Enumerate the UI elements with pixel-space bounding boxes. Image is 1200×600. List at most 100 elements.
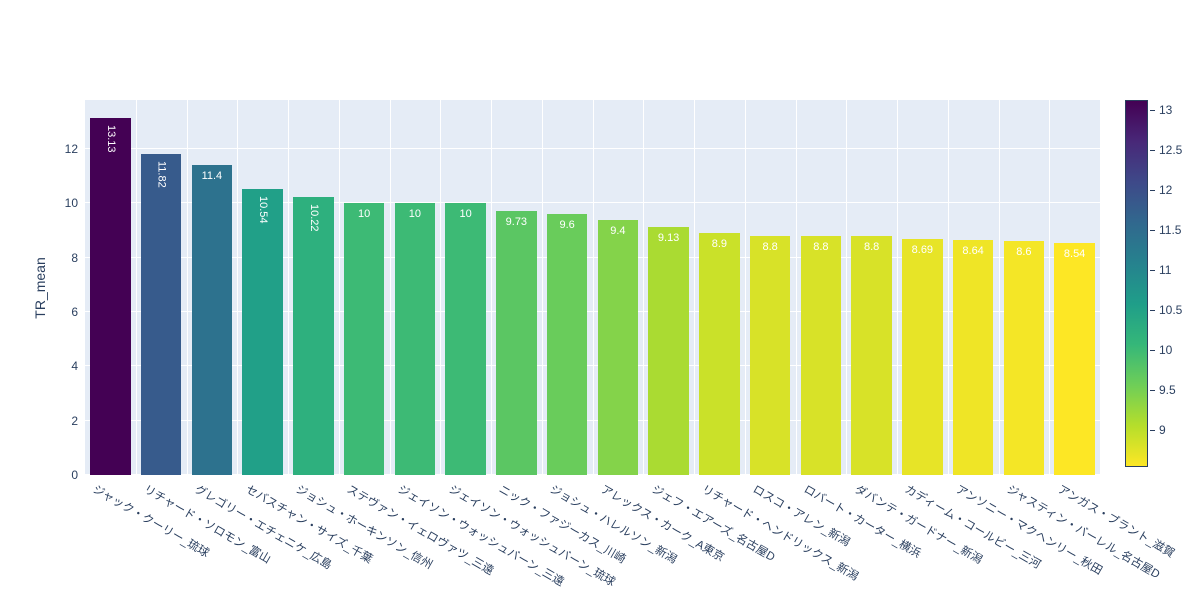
colorbar-tick-label: 10 — [1159, 343, 1173, 358]
bar-15: 8.8 — [800, 235, 842, 475]
bar-value-label: 8.64 — [962, 245, 984, 258]
y-tick-label: 10 — [64, 196, 78, 211]
bar-9: 9.73 — [496, 210, 537, 475]
colorbar-tick — [1150, 269, 1155, 271]
colorbar-tick — [1150, 149, 1155, 151]
x-tick-label: セバスチャン・サイズ_千葉 — [243, 483, 374, 566]
colorbar-tick-label: 12.5 — [1159, 143, 1183, 158]
x-tick-label: アレックス・カーク_A東京 — [598, 483, 726, 565]
bar-12: 9.13 — [648, 226, 689, 475]
bar-7: 10 — [394, 203, 436, 475]
x-tick-label: アンソニー・マクヘンリー_秋田 — [953, 483, 1105, 578]
gridline-x — [694, 100, 695, 475]
gridline-x — [795, 100, 797, 475]
gridline-x — [541, 100, 543, 475]
colorbar-tick — [1150, 109, 1155, 111]
gridline-x — [592, 100, 594, 475]
bar-value-label: 11.82 — [155, 160, 168, 188]
y-tick-label: 4 — [71, 359, 78, 374]
x-tick-label: ジョシュ・ハレルソン_新潟 — [547, 483, 679, 567]
gridline-x — [897, 100, 898, 475]
bar-value-label: 11.4 — [201, 170, 223, 183]
bar-2: 11.82 — [140, 153, 182, 475]
bar-value-label: 9.73 — [505, 215, 528, 228]
colorbar-tick-label: 13 — [1159, 103, 1173, 118]
colorbar-tick-label: 9 — [1159, 423, 1166, 438]
colorbar: 13 12.5 12 11.5 11 10.5 10 9.5 9 — [1125, 100, 1195, 480]
plot-area: 13.13 11.82 11.4 10.54 10.22 10 10 10 9.73 9.6 9.4… — [85, 100, 1100, 475]
bar-value-label: 8.8 — [762, 240, 778, 253]
gridline-x — [846, 100, 848, 475]
bar-value-label: 8.8 — [813, 240, 829, 253]
colorbar-tick — [1150, 389, 1155, 391]
x-tick-label: カディーム・コールビー_三河 — [902, 483, 1043, 572]
bar-value-label: 8.69 — [911, 243, 934, 256]
gridline-x — [643, 100, 645, 475]
x-tick-label: ジョシュ・ホーキンソン_信州 — [293, 483, 435, 572]
bar-value-label: 9.4 — [610, 224, 626, 237]
bar-value-label: 8.8 — [863, 240, 880, 253]
colorbar-tick — [1150, 429, 1155, 431]
bar-1: 13.13 — [90, 118, 131, 475]
y-tick-label: 12 — [64, 141, 78, 156]
gridline-x — [491, 100, 492, 475]
colorbar-tick-label: 9.5 — [1159, 383, 1176, 398]
bar-19: 8.6 — [1003, 241, 1045, 475]
y-tick-label: 0 — [71, 468, 78, 482]
bar-value-label: 10 — [357, 208, 371, 221]
bar-13: 8.9 — [699, 233, 740, 475]
x-tick-label: ジャスティン・バーレル_名古屋D — [1004, 483, 1162, 582]
x-tick-label: アンガス・ブラント_滋賀 — [1055, 483, 1176, 561]
colorbar-tick — [1150, 309, 1155, 311]
x-tick-label: ジェフ・エアーズ_名古屋D — [649, 483, 777, 564]
y-tick-label: 2 — [71, 413, 78, 428]
colorbar-tick-label: 10.5 — [1159, 303, 1183, 318]
y-axis-title: TR_mean — [32, 257, 48, 319]
colorbar-tick — [1150, 189, 1155, 191]
colorbar-tick — [1150, 229, 1155, 231]
bar-14: 8.8 — [749, 235, 791, 475]
gridline-x — [288, 100, 289, 475]
x-tick-label: ダバンテ・ガードナー_新潟 — [852, 483, 984, 567]
gridline-x — [237, 100, 239, 475]
bar-value-label: 8.9 — [711, 238, 727, 251]
bar-value-label: 9.13 — [657, 231, 680, 244]
gridline-x — [947, 100, 949, 475]
x-tick-label: ジャック・クーリー_琉球 — [90, 483, 212, 561]
bar-3: 11.4 — [191, 165, 233, 475]
x-tick-label: リチャード・ヘンドリックス_新潟 — [699, 483, 861, 584]
x-tick-label: ロバート・カーター_横浜 — [801, 483, 923, 561]
x-tick-label: グレゴリー・エチェニケ_広島 — [192, 483, 334, 572]
x-tick-label: ステヴァン・イェロヴァツ_三遠 — [344, 483, 496, 578]
gridline-x — [389, 100, 391, 475]
bar-4: 10.54 — [242, 188, 283, 475]
gridline-x — [135, 100, 137, 475]
bar-value-label: 10 — [408, 208, 421, 221]
bar-10: 9.6 — [546, 214, 588, 475]
bar-20: 8.54 — [1054, 242, 1095, 475]
bar-value-label: 8.54 — [1063, 247, 1086, 260]
bar-8: 10 — [445, 203, 486, 475]
colorbar-tick — [1150, 349, 1155, 351]
bar-6: 10 — [343, 203, 385, 475]
bar-value-label: 9.6 — [559, 219, 575, 232]
bar-18: 8.64 — [952, 240, 994, 475]
bar-value-label: 10.54 — [257, 195, 270, 224]
bar-11: 9.4 — [597, 219, 639, 475]
bar-value-label: 10 — [459, 208, 472, 221]
colorbar-tick-label: 11 — [1159, 263, 1172, 278]
colorbar-tick-label: 11.5 — [1159, 223, 1182, 238]
gridline-x — [744, 100, 746, 475]
x-tick-label: ジェイソン・ウォッシュバーン_琉球 — [446, 483, 617, 589]
bar-value-label: 8.6 — [1016, 246, 1032, 259]
x-tick-label: ジェイソン・ウォッシュバーン_三遠 — [395, 483, 566, 589]
gridline-x — [186, 100, 188, 475]
gridline-x — [1049, 100, 1051, 475]
x-tick-label: リチャード・ソロモン_富山 — [141, 483, 273, 567]
colorbar-gradient — [1125, 100, 1148, 467]
bar-value-label: 13.13 — [104, 125, 117, 153]
bar-5: 10.22 — [293, 197, 334, 475]
bar-16: 8.8 — [851, 235, 892, 475]
bar-value-label: 10.22 — [307, 204, 320, 232]
